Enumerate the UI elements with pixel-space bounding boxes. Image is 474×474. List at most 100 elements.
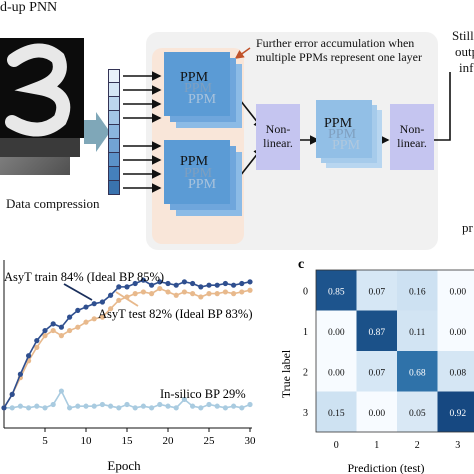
data-point bbox=[140, 403, 146, 409]
cm-x-tick: 2 bbox=[415, 440, 420, 451]
input-cell bbox=[108, 83, 120, 97]
ppm-label-ghost: PPM bbox=[188, 177, 217, 192]
cm-cell-value: 0.00 bbox=[449, 287, 466, 297]
cm-x-label: Prediction (test) bbox=[348, 461, 425, 474]
data-point bbox=[124, 284, 130, 290]
compression-arrow-icon bbox=[84, 112, 110, 152]
data-point bbox=[1, 405, 7, 411]
data-point bbox=[116, 284, 122, 290]
data-point bbox=[190, 403, 196, 409]
cm-cell-value: 0.00 bbox=[328, 368, 345, 378]
cm-cell bbox=[437, 270, 474, 311]
annotation-line: multiple PPMs represent one layer bbox=[256, 50, 422, 64]
data-point bbox=[157, 401, 163, 408]
cm-y-tick: 0 bbox=[303, 286, 308, 297]
cm-cell-value: 0.08 bbox=[449, 368, 466, 378]
data-point bbox=[140, 277, 146, 283]
data-point bbox=[198, 294, 204, 300]
right-clipped-text: Still outp inf bbox=[452, 28, 474, 76]
cm-cell-value: 0.00 bbox=[449, 328, 466, 338]
data-point bbox=[247, 287, 253, 293]
data-point bbox=[214, 291, 220, 297]
panel-heading: d-up PNN bbox=[0, 0, 58, 15]
right-clipped-bottom: pr bbox=[462, 220, 473, 235]
data-point bbox=[58, 324, 64, 330]
data-point bbox=[165, 289, 171, 295]
data-point bbox=[99, 314, 105, 320]
data-point bbox=[9, 405, 15, 411]
right-text-line: Still bbox=[452, 28, 474, 43]
data-point bbox=[17, 371, 23, 377]
panel-label-c: c bbox=[298, 257, 304, 272]
data-point bbox=[165, 280, 171, 287]
ppm-stack-middle: PPM PPM PPM bbox=[316, 100, 386, 172]
data-point bbox=[222, 289, 228, 295]
data-point bbox=[231, 282, 237, 288]
cm-y-tick: 2 bbox=[303, 367, 308, 378]
x-tick-label: 15 bbox=[122, 435, 134, 447]
data-point bbox=[132, 405, 138, 411]
data-point bbox=[34, 344, 40, 350]
data-point bbox=[247, 401, 253, 408]
annotation-test: AsyT test 82% (Ideal BP 83%) bbox=[98, 307, 253, 321]
cm-cell bbox=[356, 391, 397, 432]
data-point bbox=[132, 280, 138, 287]
cm-cell-value: 0.16 bbox=[409, 287, 426, 297]
nonlinear-label: Non- bbox=[265, 122, 291, 136]
right-text-line: outp bbox=[455, 44, 474, 59]
cm-cell-value: 0.92 bbox=[449, 409, 466, 419]
x-tick-label: 10 bbox=[81, 435, 93, 447]
data-point bbox=[108, 292, 114, 298]
error-annotation: Further error accumulation when multiple… bbox=[256, 36, 422, 64]
cm-cell bbox=[356, 310, 397, 351]
input-vector bbox=[108, 69, 120, 195]
data-point bbox=[17, 403, 23, 409]
data-point bbox=[239, 289, 245, 295]
data-point bbox=[214, 282, 220, 288]
data-point bbox=[206, 282, 212, 288]
ppm-stack-upper: PPM PPM PPM bbox=[164, 52, 248, 132]
data-point bbox=[173, 282, 179, 288]
top-diagram: d-up PNN Data compression bbox=[0, 0, 474, 250]
right-text-line: inf bbox=[459, 60, 474, 75]
data-point bbox=[26, 405, 32, 411]
data-point bbox=[165, 403, 171, 409]
data-point bbox=[140, 289, 146, 295]
input-cell bbox=[108, 69, 120, 83]
data-point bbox=[67, 314, 73, 320]
ppm-label-ghost: PPM bbox=[184, 166, 213, 181]
data-point bbox=[58, 333, 64, 339]
data-point bbox=[181, 289, 187, 295]
x-tick-label: 5 bbox=[42, 435, 48, 447]
annotation-train: AsyT train 84% (Ideal BP 85%) bbox=[4, 270, 164, 284]
data-point bbox=[231, 291, 237, 297]
cm-cell bbox=[397, 270, 438, 311]
data-point bbox=[190, 280, 196, 287]
cm-cell-value: 0.68 bbox=[409, 368, 426, 378]
data-point bbox=[239, 280, 245, 287]
data-point bbox=[157, 279, 163, 285]
cm-cell bbox=[397, 310, 438, 351]
data-point bbox=[108, 403, 114, 409]
input-cell bbox=[108, 125, 120, 139]
data-point bbox=[108, 306, 114, 312]
cm-cell-value: 0.00 bbox=[368, 409, 385, 419]
ppm-layer bbox=[164, 52, 230, 116]
data-point bbox=[198, 405, 204, 411]
nonlinear-block-1: Non- linear. bbox=[256, 104, 300, 170]
cm-x-tick: 1 bbox=[374, 440, 379, 451]
ppm-label: PPM bbox=[180, 154, 209, 169]
digit-image-front bbox=[0, 38, 84, 138]
cm-cell bbox=[316, 270, 357, 311]
x-tick-label: 25 bbox=[204, 435, 216, 447]
data-point bbox=[181, 279, 187, 285]
data-point bbox=[99, 401, 105, 408]
accuracy-line-chart: 5 10 15 20 25 30 Epoch AsyT train 84% (Ideal … bbox=[1, 260, 256, 473]
data-point bbox=[58, 388, 64, 394]
cm-y-tick: 1 bbox=[303, 327, 308, 338]
cm-cell-value: 0.00 bbox=[328, 328, 345, 338]
cm-cell-value: 0.85 bbox=[328, 287, 345, 297]
data-point bbox=[34, 403, 40, 409]
nonlinear-label: linear. bbox=[263, 136, 293, 150]
data-point bbox=[149, 405, 155, 411]
